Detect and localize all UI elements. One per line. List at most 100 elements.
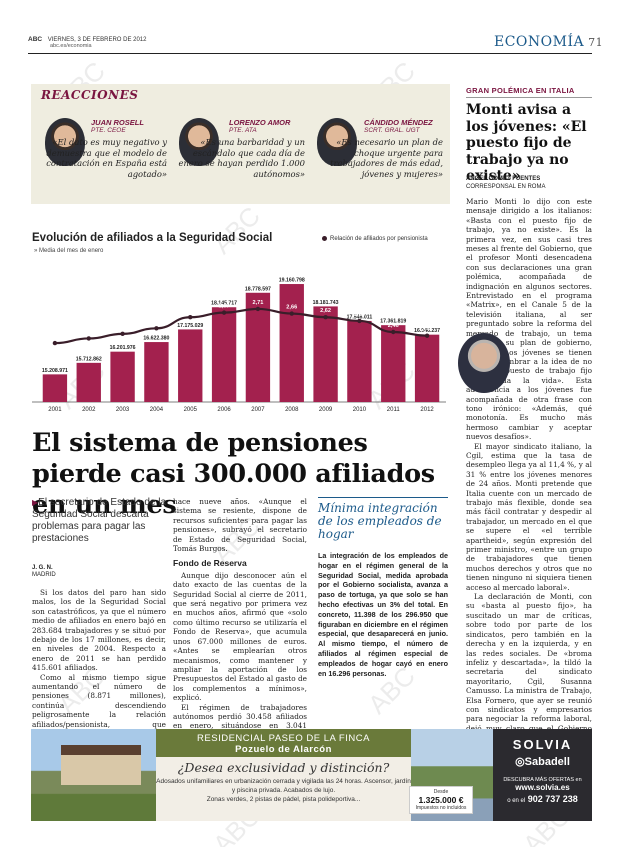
person-name: LORENZO AMOR — [229, 118, 291, 127]
bar — [42, 374, 68, 402]
person-quote: «Es necesario un plan de choque urgente … — [330, 137, 443, 179]
sidebar-box: Mínima integración de los empleados de h… — [318, 497, 448, 678]
paragraph: Aunque dijo desconocer aún el dato exact… — [173, 570, 307, 703]
ratio-point — [357, 318, 362, 324]
chart-title: Evolución de afiliados a la Seguridad So… — [32, 232, 273, 244]
issue-date: VIERNES, 3 DE FEBRERO DE 2012 — [47, 37, 147, 43]
ratio-point — [188, 315, 193, 320]
sidebar-title: Mínima integración de los empleados de h… — [318, 497, 448, 541]
ad-price-tag: Desde 1.325.000 € Impuestos no incluidos — [409, 786, 473, 814]
bar-value-label: 18.145.717 — [211, 301, 237, 307]
ratio-point — [154, 326, 159, 331]
article-column-2: hace nueve años. «Aunque el sistema se r… — [173, 497, 307, 759]
bar — [313, 306, 338, 402]
ad-slogan: ¿Desea exclusividad y distinción? — [177, 760, 390, 775]
ratio-point — [289, 311, 294, 316]
bar-value-label: 18.181.743 — [313, 300, 339, 306]
house-image — [61, 745, 141, 785]
kicker-rule — [466, 97, 592, 98]
x-tick-label: 2011 — [387, 407, 401, 413]
ratio-line — [54, 307, 428, 345]
chart-subtitle: » Media del mes de enero — [34, 248, 104, 254]
portrait-rosell — [45, 118, 85, 166]
ratio-label: 2,42 — [422, 327, 433, 333]
solvia-logo: SOLVIA — [512, 737, 573, 752]
portrait-amor — [179, 118, 219, 166]
subheading: Fondo de Reserva — [173, 558, 247, 569]
watermark: ABC — [206, 200, 266, 260]
person-name: JUAN ROSELL — [91, 118, 144, 127]
paragraph: hace nueve años. «Aunque el sistema se r… — [173, 497, 307, 554]
bar — [178, 329, 203, 402]
page-number: 71 — [588, 36, 604, 49]
ad-phone: o en el 902 737 238 — [507, 794, 578, 804]
bar-value-label: 16.622.380 — [143, 336, 169, 342]
bar-value-label: 16.201.976 — [110, 345, 136, 351]
reactions-title: REACCIONES — [41, 88, 139, 102]
person-name: CÁNDIDO MÉNDEZ — [364, 118, 433, 127]
bar-value-label: 16.946.237 — [414, 328, 440, 334]
ratio-point — [424, 333, 430, 338]
ratio-label: 2,39 — [83, 329, 94, 335]
bar — [414, 334, 440, 402]
x-tick-label: 2004 — [150, 407, 164, 413]
bar — [381, 325, 406, 402]
ratio-label: 2,62 — [320, 308, 331, 314]
bar — [76, 362, 101, 402]
ratio-label: 2,62 — [185, 308, 196, 314]
ratio-label: 2,58 — [354, 312, 365, 318]
ratio-point — [391, 329, 396, 335]
ratio-label: 2,67 — [219, 304, 230, 310]
paper-name: ABC — [28, 36, 43, 43]
person-quote: «El dato es muy negativo y demuestra que… — [46, 137, 167, 179]
x-tick-label: 2009 — [319, 407, 333, 413]
deck: ▶El secretario de Estado de la Seguridad… — [32, 497, 167, 544]
paragraph: Mario Monti lo dijo con este mensaje dir… — [466, 197, 592, 442]
sidebar-body: La integración de los empleados de hogar… — [318, 551, 448, 678]
ratio-point — [255, 306, 261, 312]
x-tick-label: 2006 — [217, 407, 231, 413]
x-tick-label: 2010 — [353, 407, 367, 413]
ad-center: RESIDENCIAL PASEO DE LA FINCA Pozuelo de… — [156, 729, 411, 821]
ad-details: Adosados unifamiliares en urbanización c… — [156, 778, 411, 803]
page-header: ABC VIERNES, 3 DE FEBRERO DE 2012 abc.es… — [28, 36, 146, 49]
bar-value-label: 15.712.862 — [76, 356, 102, 362]
bar — [110, 351, 135, 402]
right-headline: Monti avisa a los jóvenes: «El puesto fi… — [466, 102, 587, 184]
sabadell-logo: ◎Sabadell — [515, 756, 570, 768]
header-rule — [28, 53, 592, 54]
person-role: PTE. ATA — [229, 127, 257, 134]
ratio-label: 2,34 — [49, 334, 61, 340]
bar-value-label: 17.175.029 — [177, 323, 203, 329]
bar — [211, 307, 237, 402]
paragraph: El mayor sindicato italiano, la Cgil, es… — [466, 441, 592, 592]
section-title: ECONOMÍA 71 — [494, 34, 604, 50]
bar — [347, 320, 372, 402]
ad-banner: RESIDENCIAL PASEO DE LA FINCA Pozuelo de… — [156, 729, 411, 757]
x-tick-label: 2003 — [116, 407, 130, 413]
person-role: SCRT. GRAL. UGT — [364, 127, 420, 134]
person-role: PTE. CEOE — [91, 127, 126, 134]
bar-value-label: 17.361.819 — [380, 319, 406, 325]
person-quote: «Es una barbaridad y un escándalo que ca… — [178, 137, 305, 179]
bar — [279, 284, 304, 402]
x-tick-label: 2008 — [285, 407, 299, 413]
portrait-mendez — [317, 118, 357, 166]
article-column-1: Si los datos del paro han sido malos, lo… — [32, 588, 166, 748]
bar-value-label: 15.208.971 — [42, 368, 68, 374]
affiliates-chart: 15.208.971 2001 15.712.862 2002 16.201.976 20… — [32, 278, 446, 413]
right-kicker: GRAN POLÉMICA EN ITALIA — [466, 86, 575, 95]
advertisement[interactable]: RESIDENCIAL PASEO DE LA FINCA Pozuelo de… — [31, 729, 592, 821]
x-tick-label: 2012 — [420, 407, 434, 413]
ratio-point — [221, 310, 227, 315]
ratio-point — [86, 336, 91, 341]
main-headline: El sistema de pensiones pierde casi 300.… — [32, 428, 435, 520]
ratio-label: 2,66 — [286, 305, 297, 311]
ratio-label: 2,50 — [151, 319, 162, 325]
ratio-label: 2,71 — [252, 300, 263, 306]
right-byline: ÁNGEL GÓMEZ FUENTES CORRESPONSAL EN ROMA — [466, 176, 546, 190]
reactions-box: REACCIONES JUAN ROSELL PTE. CEOE «El dat… — [31, 84, 450, 204]
ratio-point — [323, 315, 328, 320]
ratio-point — [52, 340, 58, 346]
ad-website-link[interactable]: www.solvia.es — [515, 783, 570, 792]
